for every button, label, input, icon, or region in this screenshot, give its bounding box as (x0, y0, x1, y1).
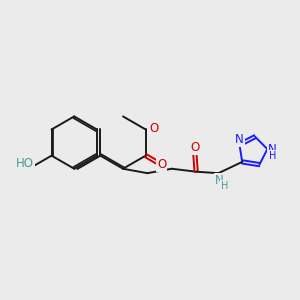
Text: N: N (235, 133, 244, 146)
Text: N: N (215, 174, 224, 187)
Text: O: O (190, 141, 199, 154)
Text: HO: HO (16, 157, 34, 170)
Text: H: H (221, 181, 229, 191)
Text: O: O (157, 158, 166, 171)
Text: N: N (268, 142, 277, 156)
Text: O: O (149, 122, 158, 135)
Text: H: H (269, 151, 276, 160)
